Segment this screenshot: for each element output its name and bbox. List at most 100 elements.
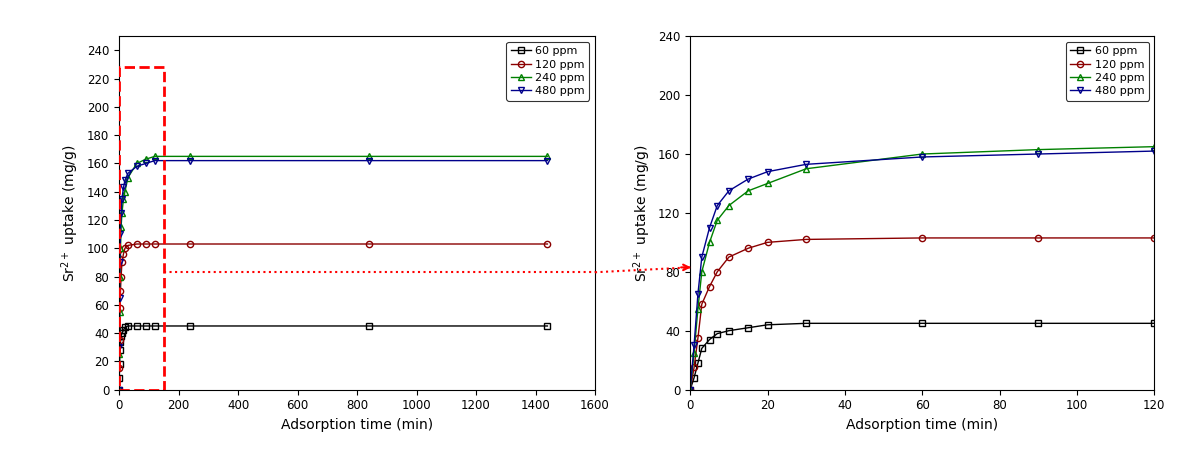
120 ppm <box>112 387 126 392</box>
60 ppm <box>121 323 136 329</box>
480 ppm <box>138 161 152 166</box>
Line: 240 ppm: 240 ppm <box>115 153 551 393</box>
480 ppm <box>112 344 126 350</box>
480 ppm <box>113 260 127 265</box>
240 ppm <box>683 387 697 392</box>
480 ppm <box>118 178 132 183</box>
120 ppm <box>1031 235 1045 241</box>
120 ppm <box>800 236 814 242</box>
240 ppm <box>114 210 130 216</box>
120 ppm <box>112 366 126 371</box>
120 ppm <box>130 241 144 247</box>
120 ppm <box>915 235 929 241</box>
X-axis label: Adsorption time (min): Adsorption time (min) <box>846 418 998 432</box>
60 ppm <box>1031 321 1045 326</box>
240 ppm <box>148 154 162 159</box>
120 ppm <box>114 274 129 279</box>
480 ppm <box>130 164 144 169</box>
60 ppm <box>117 328 131 333</box>
240 ppm <box>1031 147 1045 152</box>
240 ppm <box>112 309 127 314</box>
480 ppm <box>683 387 697 392</box>
240 ppm <box>721 203 735 208</box>
240 ppm <box>183 154 198 159</box>
60 ppm <box>710 331 725 336</box>
240 ppm <box>741 188 756 193</box>
120 ppm <box>710 269 725 275</box>
60 ppm <box>800 321 814 326</box>
X-axis label: Adsorption time (min): Adsorption time (min) <box>281 418 433 432</box>
60 ppm <box>112 361 127 367</box>
120 ppm <box>690 335 704 341</box>
120 ppm <box>540 241 555 247</box>
480 ppm <box>741 176 756 182</box>
Bar <box>119 67 164 390</box>
120 ppm <box>362 241 376 247</box>
120 ppm <box>702 284 716 289</box>
60 ppm <box>741 325 756 331</box>
Legend: 60 ppm, 120 ppm, 240 ppm, 480 ppm: 60 ppm, 120 ppm, 240 ppm, 480 ppm <box>1066 42 1148 101</box>
60 ppm <box>690 361 704 366</box>
480 ppm <box>183 158 198 164</box>
120 ppm <box>112 337 127 343</box>
240 ppm <box>1147 144 1161 149</box>
Legend: 60 ppm, 120 ppm, 240 ppm, 480 ppm: 60 ppm, 120 ppm, 240 ppm, 480 ppm <box>507 42 589 101</box>
Line: 120 ppm: 120 ppm <box>115 241 551 393</box>
Line: 120 ppm: 120 ppm <box>687 235 1158 393</box>
60 ppm <box>118 325 132 330</box>
240 ppm <box>114 224 129 230</box>
Line: 240 ppm: 240 ppm <box>687 144 1158 393</box>
120 ppm <box>683 387 697 392</box>
480 ppm <box>362 158 376 164</box>
480 ppm <box>114 210 129 216</box>
480 ppm <box>112 295 127 300</box>
60 ppm <box>683 387 697 392</box>
240 ppm <box>117 196 131 202</box>
240 ppm <box>915 151 929 157</box>
120 ppm <box>760 240 775 245</box>
Y-axis label: Sr$^{2+}$ uptake (mg/g): Sr$^{2+}$ uptake (mg/g) <box>631 144 652 282</box>
60 ppm <box>183 323 198 329</box>
60 ppm <box>113 339 127 344</box>
480 ppm <box>702 225 716 230</box>
480 ppm <box>114 196 130 202</box>
240 ppm <box>695 269 709 275</box>
240 ppm <box>113 246 127 251</box>
240 ppm <box>710 217 725 223</box>
480 ppm <box>800 162 814 167</box>
60 ppm <box>1147 321 1161 326</box>
120 ppm <box>138 241 152 247</box>
60 ppm <box>540 323 555 329</box>
Line: 480 ppm: 480 ppm <box>687 148 1158 393</box>
60 ppm <box>112 387 126 392</box>
120 ppm <box>695 302 709 307</box>
240 ppm <box>112 352 126 357</box>
120 ppm <box>113 288 127 294</box>
60 ppm <box>113 347 127 353</box>
60 ppm <box>695 346 709 351</box>
240 ppm <box>112 387 126 392</box>
480 ppm <box>760 169 775 174</box>
480 ppm <box>113 231 127 237</box>
120 ppm <box>1147 235 1161 241</box>
240 ppm <box>138 156 152 162</box>
60 ppm <box>760 322 775 328</box>
120 ppm <box>183 241 198 247</box>
480 ppm <box>695 254 709 260</box>
240 ppm <box>687 350 701 356</box>
240 ppm <box>540 154 555 159</box>
60 ppm <box>915 321 929 326</box>
60 ppm <box>114 333 129 338</box>
120 ppm <box>118 246 132 251</box>
480 ppm <box>710 203 725 208</box>
Line: 480 ppm: 480 ppm <box>115 158 551 393</box>
240 ppm <box>113 274 127 279</box>
480 ppm <box>112 387 126 392</box>
480 ppm <box>687 342 701 348</box>
240 ppm <box>130 161 144 166</box>
240 ppm <box>800 166 814 172</box>
60 ppm <box>721 328 735 333</box>
480 ppm <box>148 158 162 164</box>
Line: 60 ppm: 60 ppm <box>687 320 1158 393</box>
120 ppm <box>121 243 136 248</box>
